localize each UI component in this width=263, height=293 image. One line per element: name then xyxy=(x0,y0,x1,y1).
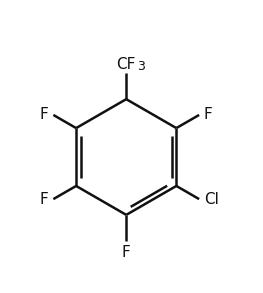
Text: F: F xyxy=(204,108,213,122)
Text: Cl: Cl xyxy=(204,192,219,207)
Text: F: F xyxy=(40,192,49,207)
Text: F: F xyxy=(40,108,49,122)
Text: F: F xyxy=(122,245,131,260)
Text: CF: CF xyxy=(117,57,136,71)
Text: 3: 3 xyxy=(137,60,145,73)
